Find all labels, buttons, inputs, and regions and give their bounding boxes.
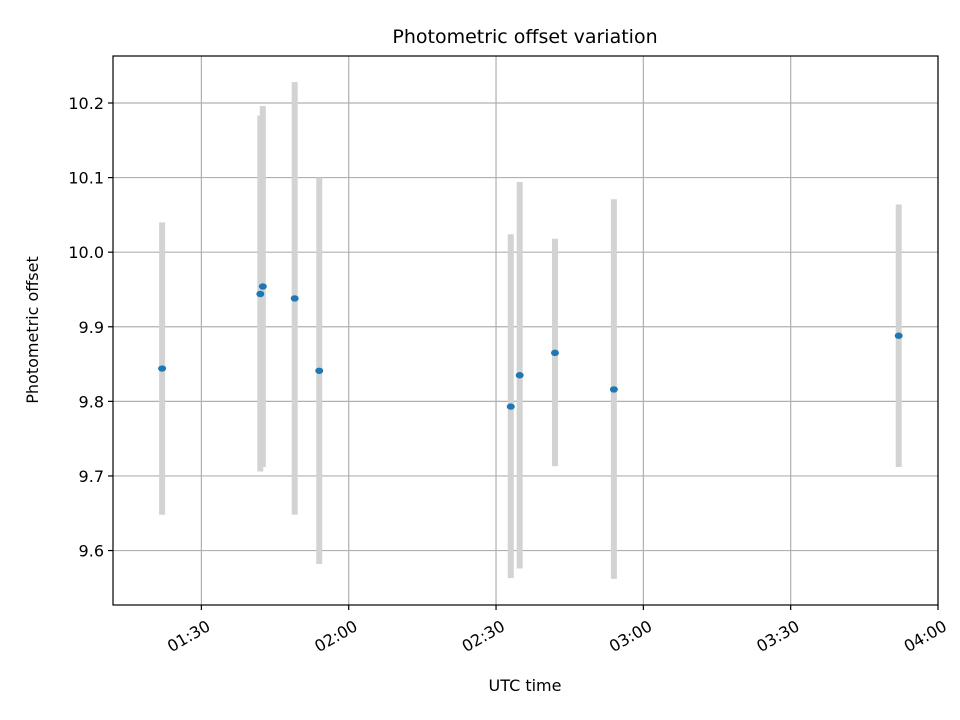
data-point bbox=[515, 372, 524, 379]
grid bbox=[113, 56, 939, 605]
y-axis-title: Photometric offset bbox=[23, 256, 42, 404]
y-tick-label: 10.1 bbox=[68, 169, 104, 188]
error-bars bbox=[159, 82, 902, 579]
x-tick-label: 04:00 bbox=[901, 616, 950, 656]
y-tick-label: 9.9 bbox=[79, 318, 104, 337]
x-tick-label: 01:30 bbox=[164, 616, 213, 656]
y-tick-label: 9.7 bbox=[79, 467, 104, 486]
data-point bbox=[290, 295, 299, 302]
x-tick-label: 02:00 bbox=[311, 616, 360, 656]
data-point bbox=[609, 386, 618, 393]
data-point bbox=[506, 403, 515, 410]
x-tick-label: 02:30 bbox=[459, 616, 508, 656]
y-axis: 9.6 9.7 9.8 9.9 10.0 10.1 10.2 bbox=[68, 94, 113, 561]
y-tick-label: 10.2 bbox=[68, 94, 104, 113]
chart-title: Photometric offset variation bbox=[392, 26, 657, 48]
x-axis: 01:30 02:00 02:30 03:00 03:30 04:00 bbox=[164, 605, 950, 656]
y-tick-label: 10.0 bbox=[68, 243, 104, 262]
data-point bbox=[256, 290, 265, 298]
plot-area bbox=[112, 55, 939, 606]
data-point bbox=[258, 283, 267, 290]
data-point bbox=[894, 332, 903, 339]
y-tick-label: 9.8 bbox=[79, 392, 104, 411]
data-point bbox=[158, 365, 167, 372]
data-point bbox=[550, 349, 559, 357]
x-tick-label: 03:00 bbox=[606, 616, 655, 656]
x-tick-label: 03:30 bbox=[753, 616, 802, 656]
y-tick-label: 9.6 bbox=[79, 542, 104, 561]
data-points bbox=[158, 283, 903, 410]
data-point bbox=[315, 367, 324, 374]
x-axis-title: UTC time bbox=[489, 676, 562, 695]
